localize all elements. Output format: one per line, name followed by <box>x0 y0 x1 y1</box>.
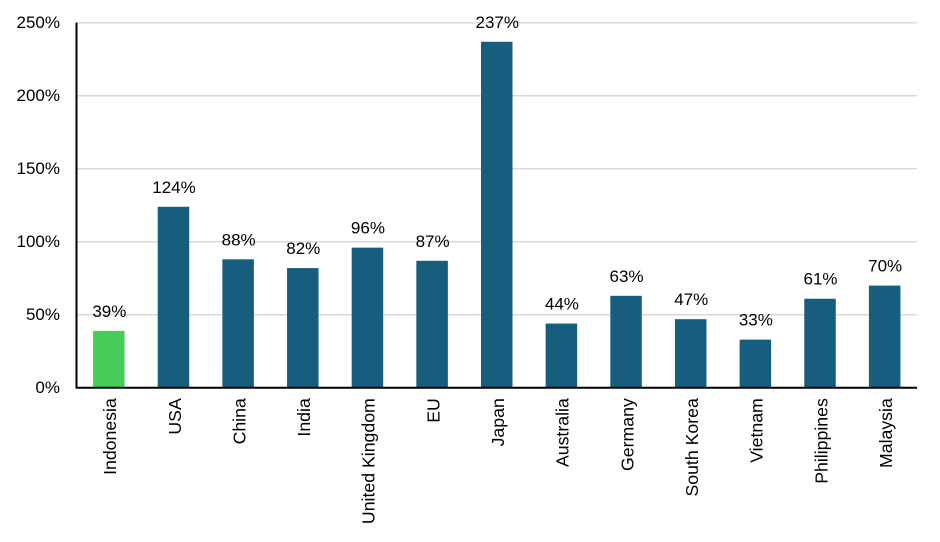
svg-text:Japan: Japan <box>488 398 508 446</box>
svg-text:0%: 0% <box>35 378 60 397</box>
svg-text:33%: 33% <box>739 311 773 330</box>
svg-text:39%: 39% <box>92 302 126 321</box>
svg-text:Philippines: Philippines <box>811 398 831 484</box>
svg-text:237%: 237% <box>476 13 519 32</box>
svg-text:96%: 96% <box>351 219 385 238</box>
svg-text:150%: 150% <box>17 159 60 178</box>
svg-text:47%: 47% <box>674 290 708 309</box>
svg-text:Germany: Germany <box>617 398 637 471</box>
svg-text:63%: 63% <box>610 267 644 286</box>
svg-text:88%: 88% <box>222 230 256 249</box>
svg-text:44%: 44% <box>545 295 579 314</box>
svg-text:100%: 100% <box>17 232 60 251</box>
svg-text:South Korea: South Korea <box>682 398 702 496</box>
svg-text:200%: 200% <box>17 86 60 105</box>
svg-text:Vietnam: Vietnam <box>747 398 767 463</box>
svg-text:50%: 50% <box>26 305 60 324</box>
svg-text:Malaysia: Malaysia <box>876 398 896 468</box>
svg-text:124%: 124% <box>152 178 195 197</box>
svg-text:China: China <box>229 398 249 444</box>
svg-text:India: India <box>294 398 314 437</box>
svg-text:EU: EU <box>423 398 443 423</box>
svg-text:61%: 61% <box>804 270 838 289</box>
svg-text:250%: 250% <box>17 13 60 32</box>
svg-text:70%: 70% <box>868 257 902 276</box>
svg-text:USA: USA <box>165 398 185 435</box>
svg-text:87%: 87% <box>416 232 450 251</box>
svg-text:Australia: Australia <box>553 398 573 467</box>
svg-text:Indonesia: Indonesia <box>100 398 120 475</box>
svg-text:82%: 82% <box>286 239 320 258</box>
svg-text:United Kingdom: United Kingdom <box>359 398 379 524</box>
